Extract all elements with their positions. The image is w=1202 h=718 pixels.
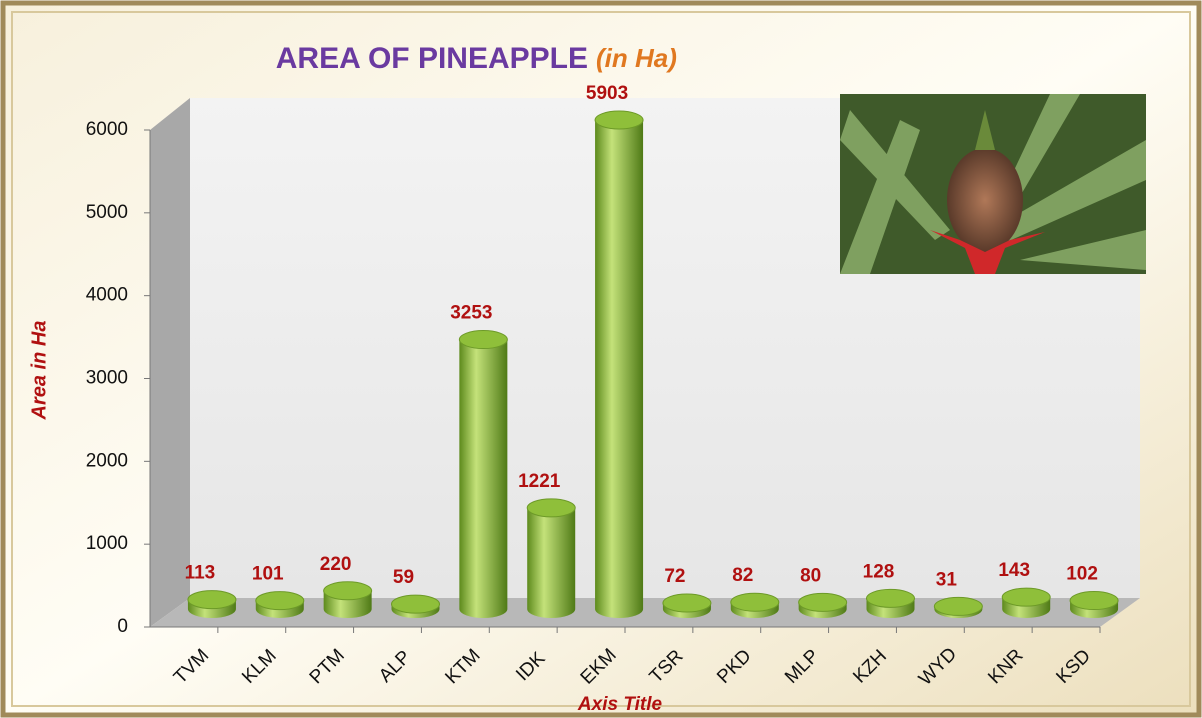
value-label: 102 xyxy=(1066,564,1098,585)
x-axis-title: Axis Title xyxy=(577,694,663,715)
value-label: 1221 xyxy=(518,471,561,492)
chart-subtitle: (in Ha) xyxy=(596,43,677,73)
bar-cap xyxy=(527,499,575,517)
y-axis-title: Area in Ha xyxy=(28,321,50,421)
bar-cap xyxy=(324,582,372,600)
bar-cap xyxy=(867,589,915,607)
photo xyxy=(840,94,1146,274)
chart-title: AREA OF PINEAPPLE xyxy=(276,42,588,75)
bar-cap xyxy=(663,594,711,612)
y-tick-label: 5000 xyxy=(86,202,128,223)
value-label: 143 xyxy=(998,560,1030,581)
bar-cap xyxy=(595,111,643,129)
bar-cap xyxy=(1002,588,1050,606)
bar-cap xyxy=(934,597,982,615)
bar-cap xyxy=(188,591,236,609)
chart: AREA OF PINEAPPLE (in Ha) Area in Ha Axi… xyxy=(0,0,1202,718)
value-label: 3253 xyxy=(450,303,492,324)
bar-cap xyxy=(799,593,847,611)
value-label: 80 xyxy=(800,565,821,586)
y-tick-label: 3000 xyxy=(86,368,128,389)
bar-cap xyxy=(459,331,507,349)
value-label: 59 xyxy=(393,567,414,588)
bar xyxy=(595,111,643,618)
value-label: 220 xyxy=(320,554,352,575)
value-label: 5903 xyxy=(586,83,628,104)
bar-cap xyxy=(256,592,304,610)
y-tick-label: 4000 xyxy=(86,285,128,306)
value-label: 128 xyxy=(863,561,895,582)
y-tick-label: 6000 xyxy=(86,119,128,140)
y-tick-label: 2000 xyxy=(86,450,128,471)
bar-cap xyxy=(1070,592,1118,610)
y-tick-label: 1000 xyxy=(86,533,128,554)
side-wall xyxy=(150,98,190,627)
value-label: 82 xyxy=(732,565,753,586)
bar-cap xyxy=(392,595,440,613)
value-label: 101 xyxy=(252,564,284,585)
value-label: 31 xyxy=(936,569,958,590)
bar-cap xyxy=(731,593,779,611)
y-tick-label: 0 xyxy=(117,616,128,637)
value-label: 113 xyxy=(185,563,216,584)
value-label: 72 xyxy=(664,566,685,587)
bar xyxy=(459,331,507,618)
